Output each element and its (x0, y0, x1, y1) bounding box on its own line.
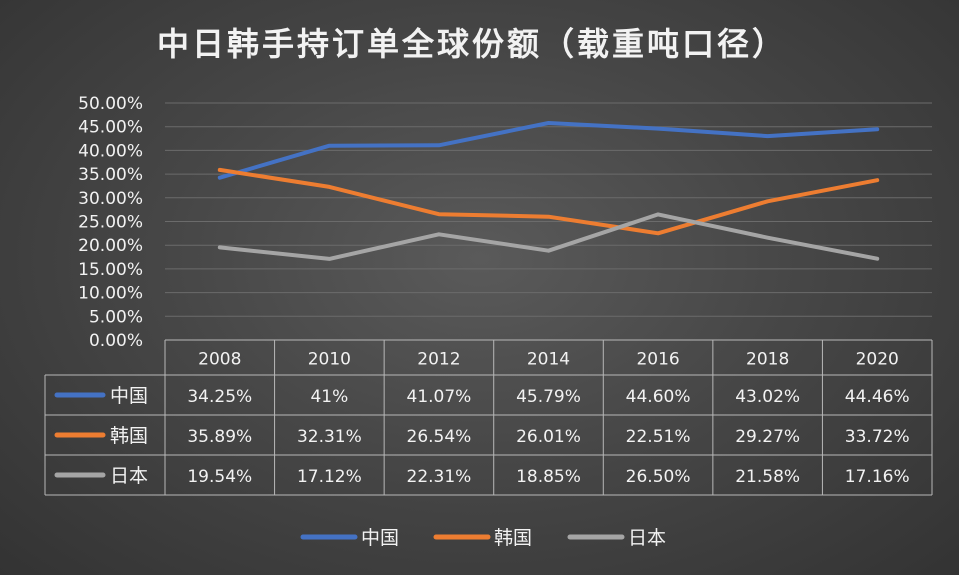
data-label: 17.12% (297, 467, 362, 487)
y-tick-label: 35.00% (78, 165, 143, 185)
series-line (217, 121, 880, 180)
x-tick-label: 2010 (308, 350, 351, 370)
data-label: 41.07% (407, 387, 472, 407)
data-label: 41% (310, 387, 348, 407)
legend-label: 日本 (628, 527, 666, 549)
x-tick-label: 2018 (746, 350, 789, 370)
data-table: 2008 2010 2012 2014 2016 2018 2020 中国 34.25% 41% 4… (44, 339, 933, 496)
legend-label: 中国 (361, 527, 399, 549)
row-series-label: 韩国 (110, 425, 148, 447)
x-tick-label: 2016 (636, 350, 679, 370)
data-label: 17.16% (845, 467, 910, 487)
gridlines (165, 102, 932, 341)
data-label: 45.79% (516, 387, 581, 407)
chart-title: 中日韩手持订单全球份额（载重吨口径） (157, 25, 787, 63)
legend-label: 韩国 (494, 527, 532, 549)
series-lines (217, 121, 880, 261)
data-label: 18.85% (516, 467, 581, 487)
x-tick-label: 2008 (198, 350, 241, 370)
y-tick-label: 40.00% (78, 141, 143, 161)
data-label: 43.02% (735, 387, 800, 407)
y-tick-label: 45.00% (78, 118, 143, 138)
data-label: 44.46% (845, 387, 910, 407)
row-series-label: 日本 (110, 465, 148, 487)
y-axis-ticks: 0.00% 5.00% 10.00% 15.00% 20.00% 25.00% 30.00%… (78, 94, 143, 351)
data-label: 29.27% (735, 427, 800, 447)
data-label: 44.60% (626, 387, 691, 407)
y-tick-label: 50.00% (78, 94, 143, 114)
y-tick-label: 25.00% (78, 213, 143, 233)
y-tick-label: 0.00% (89, 331, 143, 351)
y-tick-label: 30.00% (78, 189, 143, 209)
data-label: 26.50% (626, 467, 691, 487)
row-series-label: 中国 (110, 385, 148, 407)
data-label: 22.51% (626, 427, 691, 447)
data-label: 32.31% (297, 427, 362, 447)
x-tick-label: 2012 (417, 350, 460, 370)
y-tick-label: 15.00% (78, 260, 143, 280)
series-line (217, 212, 880, 261)
data-label: 33.72% (845, 427, 910, 447)
y-tick-label: 20.00% (78, 236, 143, 256)
data-label: 26.54% (407, 427, 472, 447)
data-label: 19.54% (187, 467, 252, 487)
series-line (217, 167, 880, 236)
data-label: 35.89% (187, 427, 252, 447)
legend: 中国 韩国 日本 (300, 527, 666, 549)
y-tick-label: 10.00% (78, 284, 143, 304)
data-label: 22.31% (407, 467, 472, 487)
x-tick-label: 2014 (527, 350, 570, 370)
data-label: 21.58% (735, 467, 800, 487)
x-tick-label: 2020 (856, 350, 899, 370)
y-tick-label: 5.00% (89, 307, 143, 327)
data-label: 26.01% (516, 427, 581, 447)
data-label: 34.25% (187, 387, 252, 407)
